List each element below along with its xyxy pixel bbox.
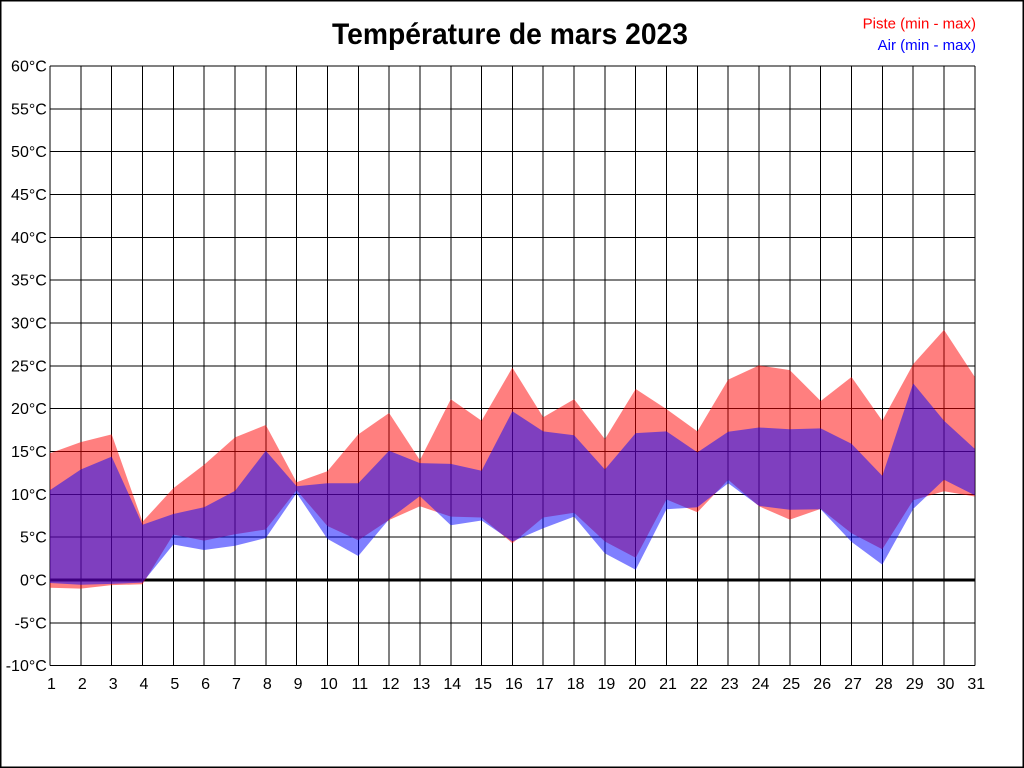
svg-text:Température de mars 2023: Température de mars 2023 [332, 18, 688, 51]
svg-text:2: 2 [78, 676, 87, 693]
svg-text:55°C: 55°C [11, 101, 47, 118]
svg-text:35°C: 35°C [11, 273, 47, 290]
svg-text:1: 1 [47, 676, 56, 693]
svg-text:18: 18 [567, 676, 585, 693]
svg-text:3: 3 [109, 676, 118, 693]
svg-text:9: 9 [294, 676, 303, 693]
svg-text:16: 16 [505, 676, 523, 693]
svg-text:40°C: 40°C [11, 230, 47, 247]
svg-text:-5°C: -5°C [15, 615, 47, 632]
svg-text:29: 29 [906, 676, 924, 693]
svg-text:0°C: 0°C [20, 573, 47, 590]
svg-text:30°C: 30°C [11, 316, 47, 333]
svg-text:20°C: 20°C [11, 401, 47, 418]
svg-text:10°C: 10°C [11, 487, 47, 504]
svg-text:11: 11 [351, 676, 368, 693]
svg-text:-10°C: -10°C [6, 658, 47, 675]
svg-text:24: 24 [752, 676, 770, 693]
svg-text:27: 27 [844, 676, 862, 693]
svg-text:26: 26 [813, 676, 831, 693]
svg-text:15°C: 15°C [11, 444, 47, 461]
svg-text:50°C: 50°C [11, 144, 47, 161]
svg-text:6: 6 [201, 676, 210, 693]
svg-text:25°C: 25°C [11, 358, 47, 375]
svg-text:15: 15 [474, 676, 492, 693]
svg-text:45°C: 45°C [11, 187, 47, 204]
svg-text:4: 4 [140, 676, 149, 693]
svg-text:25: 25 [782, 676, 800, 693]
svg-text:23: 23 [721, 676, 739, 693]
svg-text:60°C: 60°C [11, 59, 47, 76]
svg-text:21: 21 [659, 676, 677, 693]
svg-text:17: 17 [536, 676, 554, 693]
svg-text:19: 19 [598, 676, 616, 693]
svg-text:13: 13 [413, 676, 431, 693]
svg-text:12: 12 [382, 676, 400, 693]
svg-text:8: 8 [263, 676, 272, 693]
svg-text:7: 7 [232, 676, 241, 693]
svg-text:20: 20 [628, 676, 646, 693]
svg-text:5°C: 5°C [20, 530, 47, 547]
svg-text:5: 5 [170, 676, 179, 693]
svg-text:14: 14 [443, 676, 461, 693]
svg-text:22: 22 [690, 676, 708, 693]
svg-text:10: 10 [320, 676, 338, 693]
svg-text:28: 28 [875, 676, 893, 693]
svg-text:30: 30 [937, 676, 955, 693]
svg-text:Air (min - max): Air (min - max) [878, 37, 976, 54]
svg-text:Piste (min - max): Piste (min - max) [863, 16, 976, 33]
svg-text:31: 31 [967, 676, 985, 693]
